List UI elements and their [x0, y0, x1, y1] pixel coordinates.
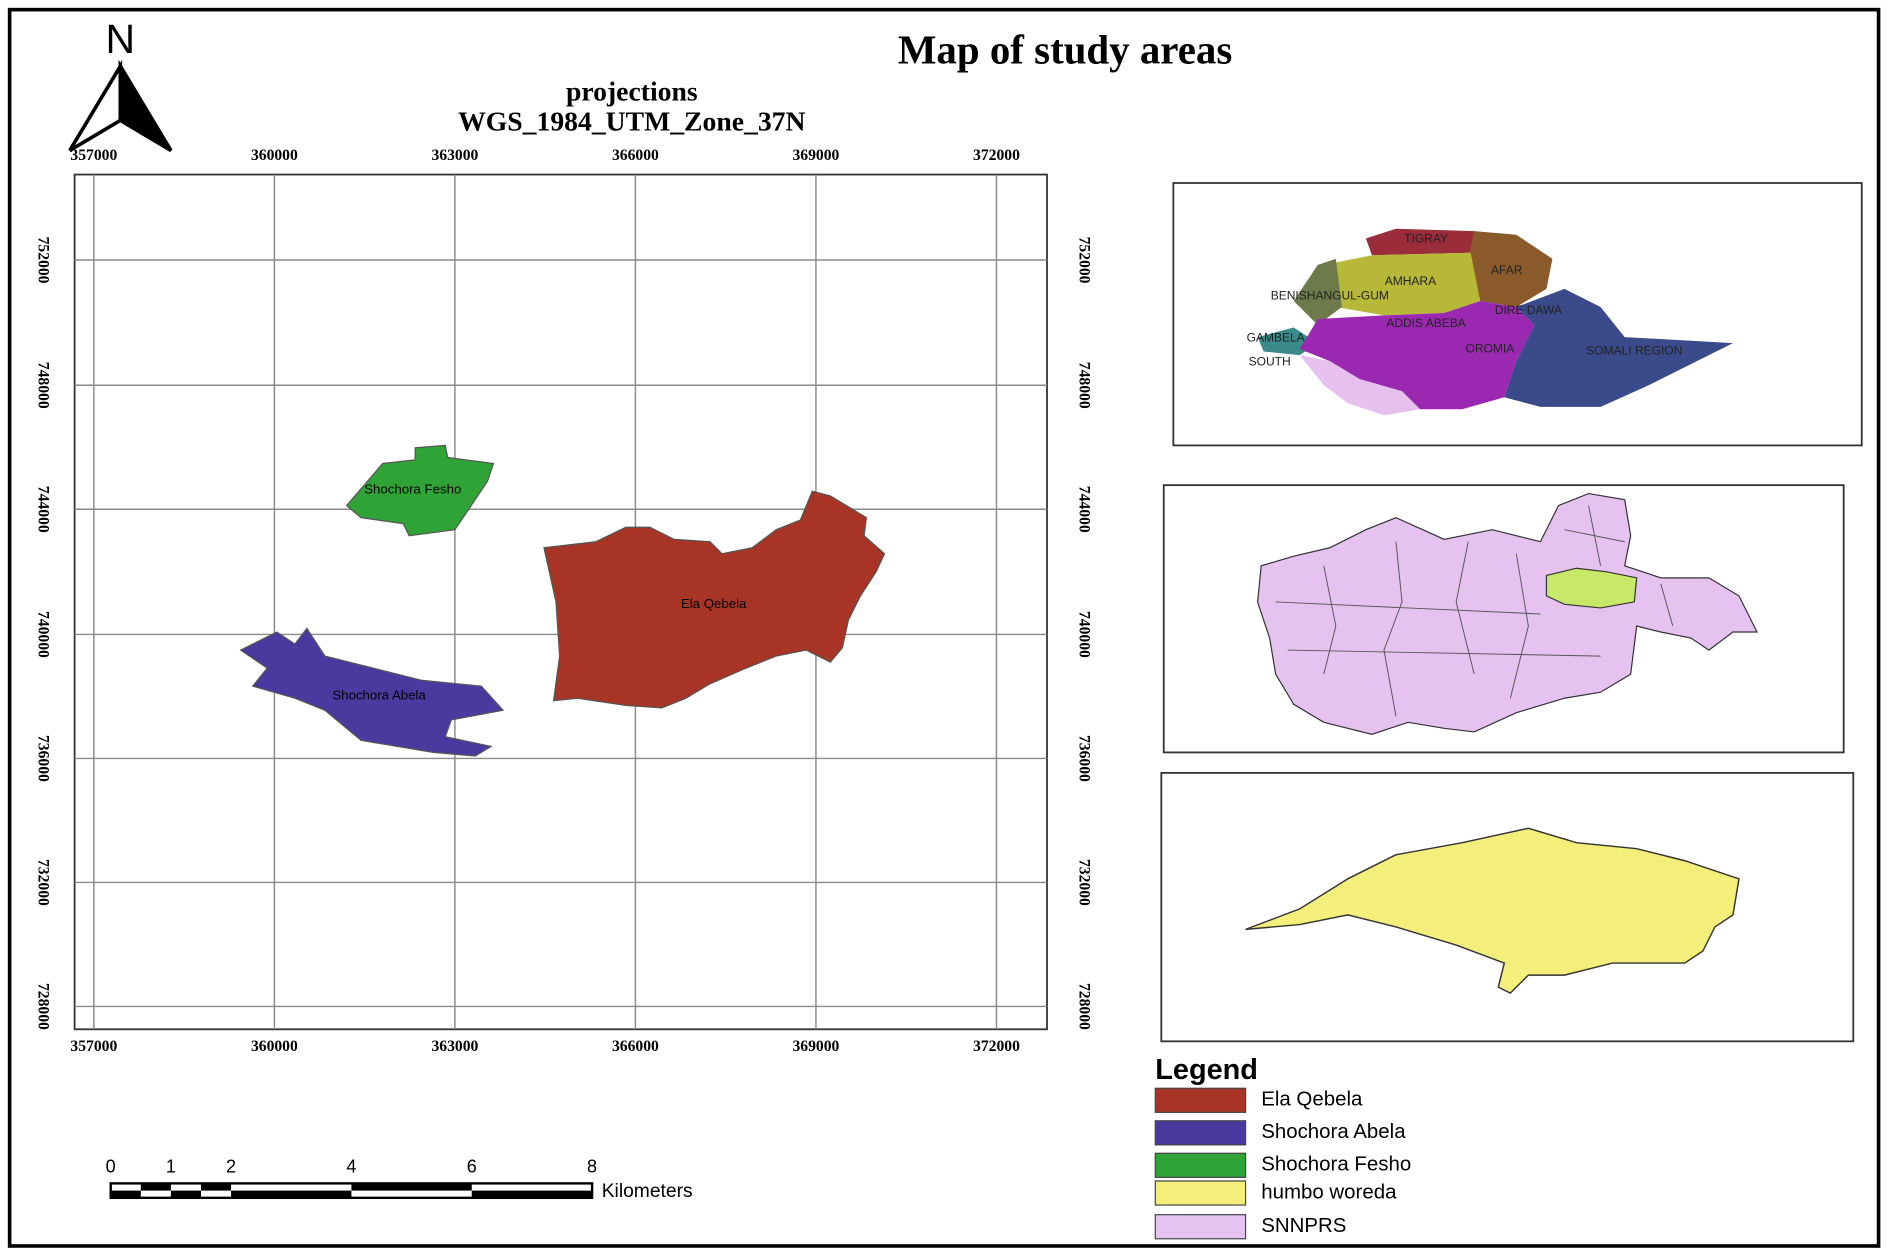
north-label: N [106, 16, 136, 62]
y-grid-label: 748000 [35, 362, 52, 409]
legend-label: Ela Qebela [1261, 1088, 1363, 1111]
legend-swatch [1154, 1120, 1247, 1146]
legend-swatch [1154, 1152, 1247, 1178]
inset-ethiopia: TIGRAY AFAR AMHARA BENISHANGUL-GUM DIRE … [1172, 182, 1863, 447]
y-grid-label: 740000 [35, 611, 52, 658]
x-grid-label: 369000 [793, 147, 840, 164]
y-grid-label: 744000 [1076, 486, 1093, 533]
y-grid-label: 744000 [35, 486, 52, 533]
legend: Ela Qebela Shochora Abela Shochora Fesho hu… [1154, 1087, 1411, 1240]
inset-label: GAMBELA [1247, 330, 1305, 344]
scale-tick-label: 1 [166, 1156, 176, 1176]
y-grid-label: 732000 [35, 859, 52, 906]
scale-segment [140, 1183, 171, 1191]
y-grid-label: 740000 [1076, 611, 1093, 658]
projection-label: projections [566, 75, 698, 106]
y-grid-label: 736000 [1076, 735, 1093, 782]
y-grid-label: 728000 [35, 983, 52, 1030]
inset-label: AFAR [1491, 263, 1523, 277]
y-grid-label: 736000 [35, 735, 52, 782]
y-grid-label: 752000 [35, 237, 52, 284]
x-grid-label: 360000 [251, 1038, 298, 1055]
scale-tick-label: 6 [467, 1156, 477, 1176]
scale-tick-label: 2 [226, 1156, 236, 1176]
y-grid-label: 752000 [1076, 237, 1093, 284]
y-grid-label: 748000 [1076, 362, 1093, 409]
legend-title: Legend [1155, 1054, 1258, 1086]
scale-segment [110, 1190, 141, 1198]
scale-unit: Kilometers [602, 1181, 693, 1202]
north-arrow: N [68, 16, 173, 153]
area-label: Shochora Abela [332, 687, 426, 702]
scale-tick-label: 0 [106, 1156, 116, 1176]
x-grid-label: 372000 [973, 1038, 1020, 1055]
legend-swatch [1154, 1180, 1247, 1206]
legend-swatch [1154, 1214, 1247, 1240]
scale-bar: Kilometers 0 1 2 4 6 8 [106, 1156, 693, 1201]
scale-tick-label: 4 [346, 1156, 356, 1176]
inset-label: ADDIS ABEBA [1386, 316, 1465, 330]
area-label: Ela Qebela [681, 596, 747, 611]
area-shochora-fesho [345, 444, 495, 537]
x-grid-label: 357000 [70, 147, 117, 164]
y-grid-label: 728000 [1076, 983, 1093, 1030]
scale-segment [200, 1183, 232, 1191]
scale-segment [471, 1190, 593, 1198]
y-grid-label: 732000 [1076, 859, 1093, 906]
map-title: Map of study areas [898, 28, 1232, 73]
legend-label: Shochora Fesho [1261, 1153, 1411, 1176]
area-shochora-abela [239, 627, 505, 757]
grid: 357000 357000 360000 360000 363000 363000 3660… [35, 147, 1093, 1055]
x-grid-label: 363000 [431, 147, 478, 164]
inset-label: AMHARA [1385, 274, 1436, 288]
legend-label: SNNPRS [1261, 1214, 1346, 1237]
x-grid-label: 372000 [973, 147, 1020, 164]
projection-name: WGS_1984_UTM_Zone_37N [458, 105, 805, 136]
scale-segment [170, 1190, 201, 1198]
inset-label: SOMALI REGION [1586, 344, 1682, 358]
x-grid-label: 366000 [612, 1038, 659, 1055]
x-grid-label: 363000 [431, 1038, 478, 1055]
scale-segment [231, 1190, 352, 1198]
inset-label: TIGRAY [1404, 232, 1448, 246]
inset-humbo [1160, 771, 1855, 1043]
x-grid-label: 357000 [70, 1038, 117, 1055]
inset-label: OROMIA [1466, 341, 1515, 355]
x-grid-label: 360000 [251, 147, 298, 164]
legend-label: Shochora Abela [1261, 1120, 1406, 1143]
legend-swatch [1154, 1087, 1247, 1113]
legend-label: humbo woreda [1261, 1180, 1397, 1203]
inset-label: BENISHANGUL-GUM [1271, 288, 1389, 302]
inset-label: DIRE DAWA [1495, 303, 1562, 317]
inset-snnprs [1162, 484, 1845, 754]
scale-segment [351, 1183, 472, 1191]
inset-label: SOUTH [1249, 355, 1291, 369]
x-grid-label: 366000 [612, 147, 659, 164]
scale-tick-label: 8 [587, 1156, 597, 1176]
area-label: Shochora Fesho [364, 481, 461, 496]
x-grid-label: 369000 [793, 1038, 840, 1055]
area-ela-qebela [543, 490, 886, 709]
